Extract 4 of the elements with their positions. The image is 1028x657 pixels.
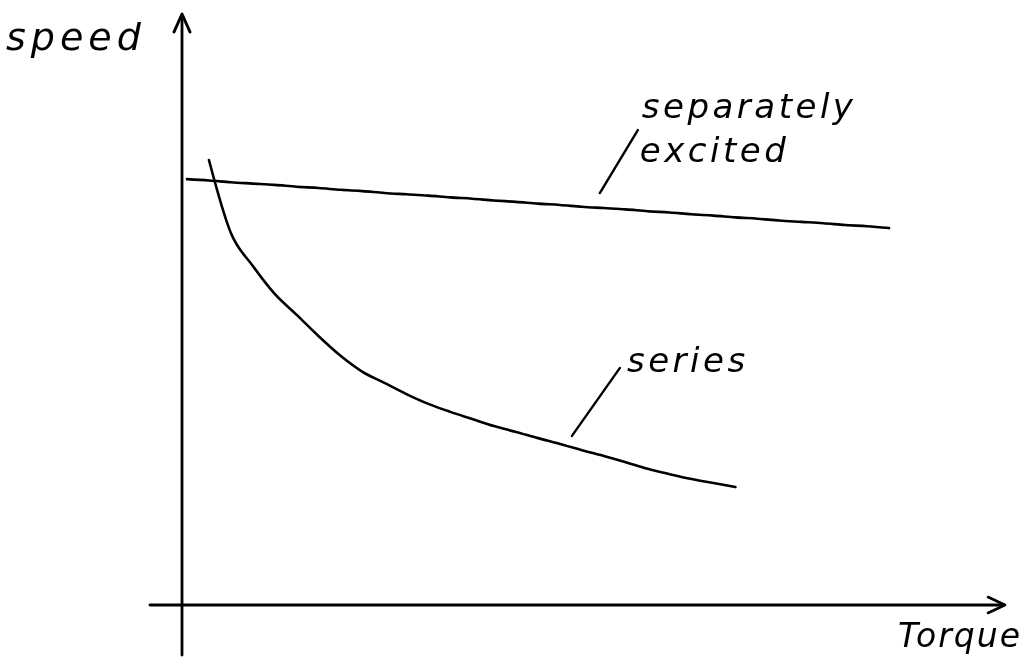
x-axis-title: Torque <box>897 616 1022 655</box>
y-axis-title: speed <box>6 15 146 59</box>
series-label: separately excited <box>639 86 857 171</box>
text: series <box>626 339 749 380</box>
